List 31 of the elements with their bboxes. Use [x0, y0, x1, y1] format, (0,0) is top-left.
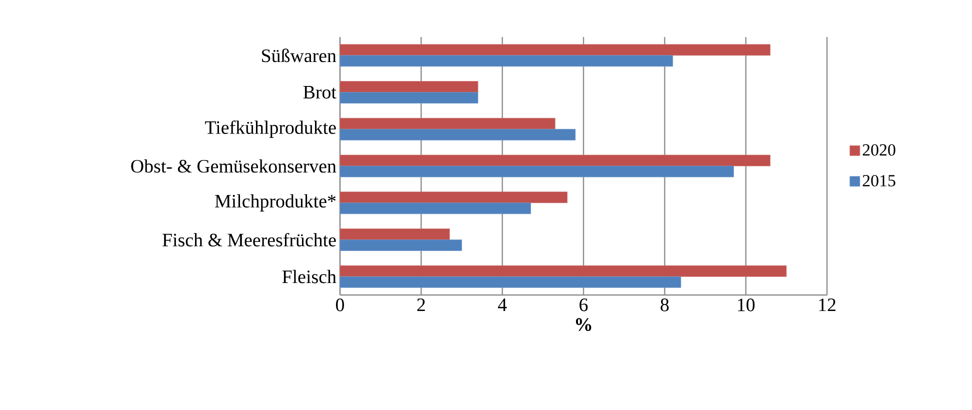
- bar: [340, 202, 531, 214]
- x-tick-label: 10: [738, 298, 755, 312]
- bar: [340, 228, 450, 240]
- bar: [340, 44, 770, 56]
- bar: [340, 154, 770, 166]
- bar: [340, 276, 682, 288]
- bar: [340, 128, 576, 140]
- x-axis-title: %: [576, 318, 592, 331]
- x-tick-label: 6: [580, 298, 588, 312]
- y-tick-label: Tiefkühlprodukte: [205, 120, 336, 138]
- x-tick-label: 0: [336, 298, 344, 312]
- y-tick-label: Brot: [303, 86, 336, 99]
- legend-label: 2020: [862, 144, 896, 156]
- x-tick-label: 4: [498, 298, 507, 311]
- y-tick-label: Obst- & Gemüsekonserven: [131, 159, 336, 173]
- y-tick-label: Fleisch: [282, 270, 336, 284]
- y-tick-label: Fisch & Meeresfrüchte: [162, 232, 336, 246]
- bar: [340, 166, 734, 178]
- bar: [340, 81, 478, 92]
- y-tick-label: Milchprodukte*: [215, 194, 336, 212]
- bar: [340, 265, 787, 277]
- bar: [340, 192, 568, 204]
- bar: [340, 118, 556, 130]
- legend-label: 2015: [862, 174, 896, 186]
- x-tick-label: 2: [417, 298, 425, 312]
- bar: [340, 240, 462, 251]
- bar: [340, 55, 673, 67]
- x-tick-label: 8: [660, 298, 669, 312]
- x-tick-label: 12: [819, 298, 836, 312]
- y-tick-label: Süßwaren: [262, 48, 336, 62]
- bar: [340, 92, 478, 104]
